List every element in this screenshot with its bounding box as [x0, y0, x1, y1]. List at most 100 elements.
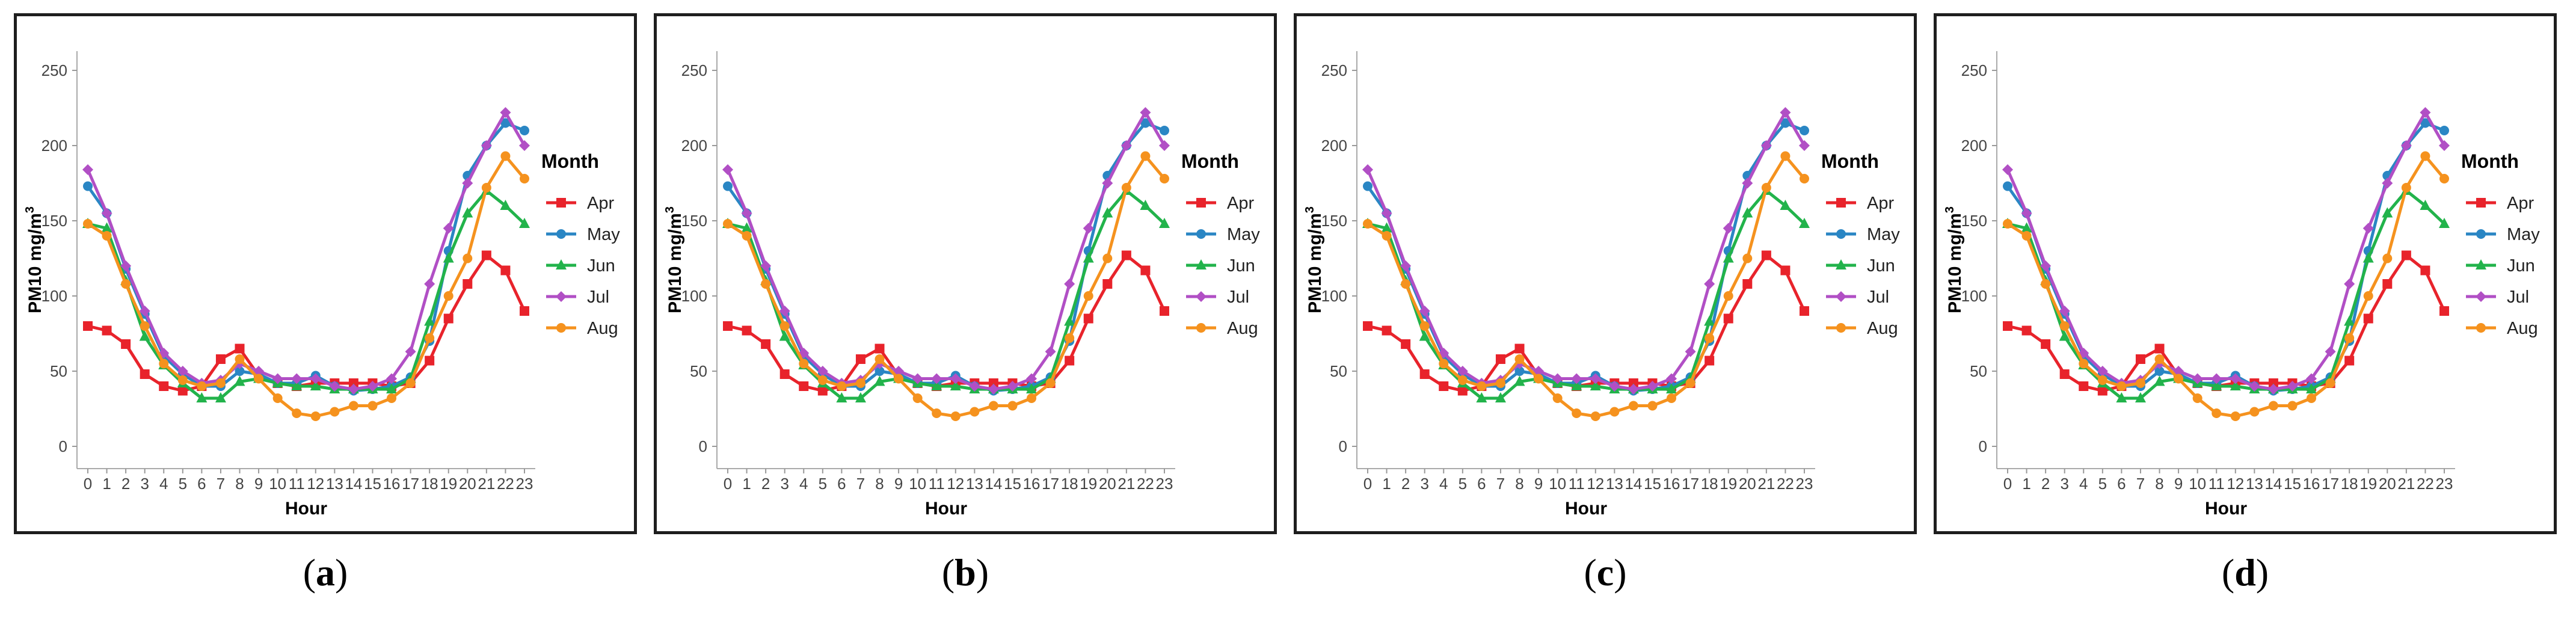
x-tick-label: 14	[985, 475, 1002, 493]
data-point	[329, 381, 340, 392]
data-point	[2420, 118, 2430, 128]
legend-label: May	[1867, 225, 1900, 244]
x-tick-label: 4	[2079, 475, 2088, 493]
x-tick-label: 10	[1549, 475, 1566, 493]
legend-marker	[1836, 229, 1846, 239]
data-point	[1761, 250, 1771, 260]
data-point	[2003, 321, 2012, 331]
data-point	[2344, 279, 2355, 289]
legend-item: May	[1186, 225, 1260, 244]
data-point	[761, 339, 771, 349]
data-point	[1609, 407, 1620, 417]
data-point	[1667, 393, 1677, 403]
data-point	[799, 359, 809, 369]
data-point	[2420, 265, 2430, 276]
legend-label: Aug	[2507, 319, 2538, 338]
x-tick-label: 16	[2303, 475, 2320, 493]
data-point	[988, 378, 998, 388]
data-point	[140, 369, 150, 379]
legend-item: Aug	[1826, 319, 1898, 338]
x-tick-label: 7	[2136, 475, 2145, 493]
data-point	[875, 343, 885, 354]
x-tick-label: 20	[1099, 475, 1116, 493]
data-point	[500, 151, 511, 161]
data-point	[1742, 253, 1753, 263]
chart-panel-a: 0 50 100 150 200 250 0 1 2 3 4 5 6 7 8 9 10 11 12 13 14 15 16 1…	[14, 13, 637, 534]
data-point	[1065, 333, 1075, 343]
x-tick-label: 23	[516, 475, 533, 493]
data-point	[443, 223, 454, 234]
data-point	[235, 366, 245, 376]
data-point	[443, 291, 453, 301]
data-point	[215, 392, 226, 402]
legend-label: Jul	[1227, 288, 1249, 307]
data-point	[2401, 183, 2411, 192]
data-point	[1140, 118, 1151, 128]
legend-marker	[1836, 323, 1846, 333]
data-point	[2382, 253, 2393, 263]
x-tick-label: 19	[2359, 475, 2377, 493]
y-tick-label: 0	[1979, 437, 1987, 455]
y-tick-label: 250	[1321, 61, 1347, 79]
x-tick-label: 7	[856, 475, 865, 493]
data-point	[443, 252, 454, 263]
legend-marker	[556, 291, 567, 302]
x-tick-label: 10	[2189, 475, 2206, 493]
data-point	[102, 325, 112, 336]
x-tick-label: 15	[1004, 475, 1021, 493]
x-tick-label: 9	[894, 475, 903, 493]
data-point	[2420, 107, 2431, 118]
data-point	[2382, 177, 2393, 189]
y-axis-title-superscript: 3	[663, 206, 677, 213]
data-point	[1799, 218, 1810, 228]
data-point	[2116, 392, 2127, 402]
data-point	[2021, 325, 2032, 336]
y-tick-label: 50	[1330, 362, 1347, 380]
legend-label: Jun	[587, 256, 615, 276]
x-tick-label: 17	[1042, 475, 1059, 493]
legend-item: Jul	[546, 288, 609, 307]
x-tick-label: 14	[2264, 475, 2282, 493]
x-tick-label: 1	[1382, 475, 1391, 493]
legend-marker	[2476, 291, 2486, 302]
caption-label-a: a	[316, 551, 335, 594]
data-point	[2002, 164, 2013, 175]
data-point	[1590, 411, 1600, 421]
data-point	[215, 378, 226, 388]
legend-marker	[556, 323, 566, 333]
data-point	[1083, 223, 1094, 234]
data-point	[1381, 222, 1392, 233]
data-point	[500, 118, 511, 128]
legend-marker	[2476, 323, 2486, 333]
data-point	[2041, 279, 2051, 289]
legend-marker	[1196, 229, 1206, 239]
x-tick-label: 1	[2022, 475, 2030, 493]
data-point	[405, 378, 416, 388]
data-point	[988, 384, 999, 395]
data-point	[1102, 177, 1113, 189]
data-point	[2097, 386, 2107, 396]
data-point	[723, 181, 733, 191]
data-point	[1401, 339, 1411, 349]
data-point	[874, 375, 885, 386]
data-point	[2135, 354, 2145, 364]
x-tick-label: 0	[2003, 475, 2012, 493]
y-tick-label: 100	[681, 287, 707, 305]
data-point	[272, 393, 283, 403]
legend-label: Aug	[1867, 319, 1898, 338]
data-point	[855, 378, 865, 388]
y-tick-label: 250	[41, 61, 67, 79]
x-tick-label: 2	[1401, 475, 1410, 493]
x-tick-label: 16	[383, 475, 401, 493]
data-point	[722, 164, 733, 175]
data-point	[2420, 200, 2431, 210]
x-tick-label: 11	[289, 475, 305, 493]
x-tick-label: 20	[459, 475, 476, 493]
data-point	[1666, 383, 1677, 393]
data-point	[1083, 291, 1093, 301]
data-point	[1439, 381, 1449, 391]
data-point	[2003, 181, 2012, 191]
data-point	[2230, 380, 2241, 390]
data-point	[235, 354, 245, 364]
